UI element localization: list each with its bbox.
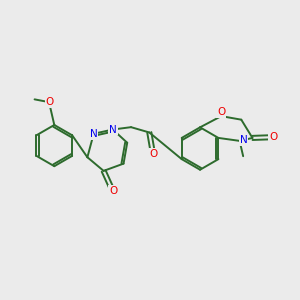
Text: N: N [240,135,247,145]
Text: N: N [109,124,117,134]
Text: N: N [90,129,98,139]
Text: O: O [109,186,118,196]
Text: O: O [269,132,278,142]
Text: O: O [46,97,54,107]
Text: O: O [150,149,158,159]
Text: O: O [217,107,225,117]
